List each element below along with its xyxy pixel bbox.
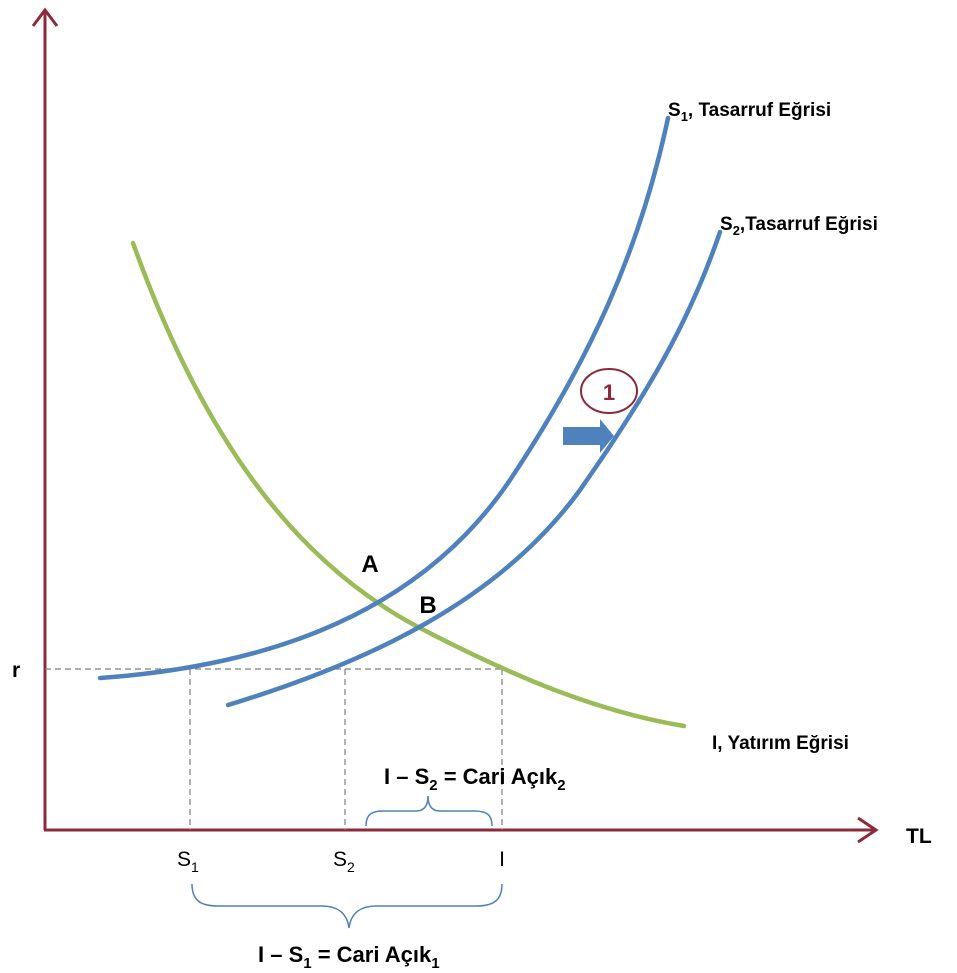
gap1-label: I – S1 = Cari Açık1	[258, 942, 440, 972]
y-axis-arrowhead	[31, 7, 59, 27]
x-tick-s2: S2	[333, 848, 355, 875]
s2-curve-label: S2,Tasarruf Eğrisi	[720, 214, 878, 238]
x-tick-s2-sub: 2	[347, 859, 355, 875]
s2-curve-label-rest: ,Tasarruf Eğrisi	[740, 214, 878, 235]
x-axis-arrowhead	[857, 816, 879, 844]
x-tick-s1: S1	[177, 848, 199, 875]
gap2-label: I – S2 = Cari Açık2	[384, 764, 566, 794]
x-tick-i: I	[499, 848, 505, 871]
point-a-label: A	[361, 551, 378, 578]
s2-curve-label-sub: 2	[733, 223, 740, 238]
shift-number: 1	[603, 380, 615, 405]
shift-number-circle	[580, 368, 638, 414]
dashed-guides	[45, 668, 503, 830]
x-tick-s2-main: S	[333, 848, 347, 871]
s1-curve-label-main: S	[668, 100, 681, 121]
y-axis-label: r	[12, 659, 20, 682]
gap2-sub: 2	[429, 777, 437, 794]
shift-marker: 1	[563, 368, 638, 453]
gap2-sub2: 2	[557, 777, 565, 794]
gap2-prefix: I – S	[384, 764, 429, 789]
s1-curve-label-sub: 1	[681, 109, 688, 124]
gap1-sub: 1	[303, 955, 311, 972]
gap1-sub2: 1	[431, 955, 439, 972]
x-tick-s1-main: S	[177, 848, 191, 871]
shift-arrow-icon	[563, 419, 614, 453]
x-tick-s1-sub: 1	[191, 859, 199, 875]
investment-curve	[130, 240, 687, 729]
s2-curve-label-main: S	[720, 214, 733, 235]
axes	[31, 7, 879, 844]
gap2-mid: = Cari Açık	[438, 764, 558, 789]
point-b-label: B	[419, 592, 436, 619]
x-axis-label: TL	[906, 825, 932, 848]
investment-curve-label: I, Yatırım Eğrisi	[712, 733, 849, 754]
gap2-brace	[365, 795, 493, 827]
s1-curve-label: S1, Tasarruf Eğrisi	[668, 100, 831, 124]
gap1-mid: = Cari Açık	[312, 942, 432, 967]
gap1-brace	[191, 883, 503, 929]
saving-curve-s1	[97, 115, 671, 681]
gap1-prefix: I – S	[258, 942, 303, 967]
saving-curve-s2	[225, 229, 723, 708]
s1-curve-label-rest: , Tasarruf Eğrisi	[688, 100, 831, 121]
